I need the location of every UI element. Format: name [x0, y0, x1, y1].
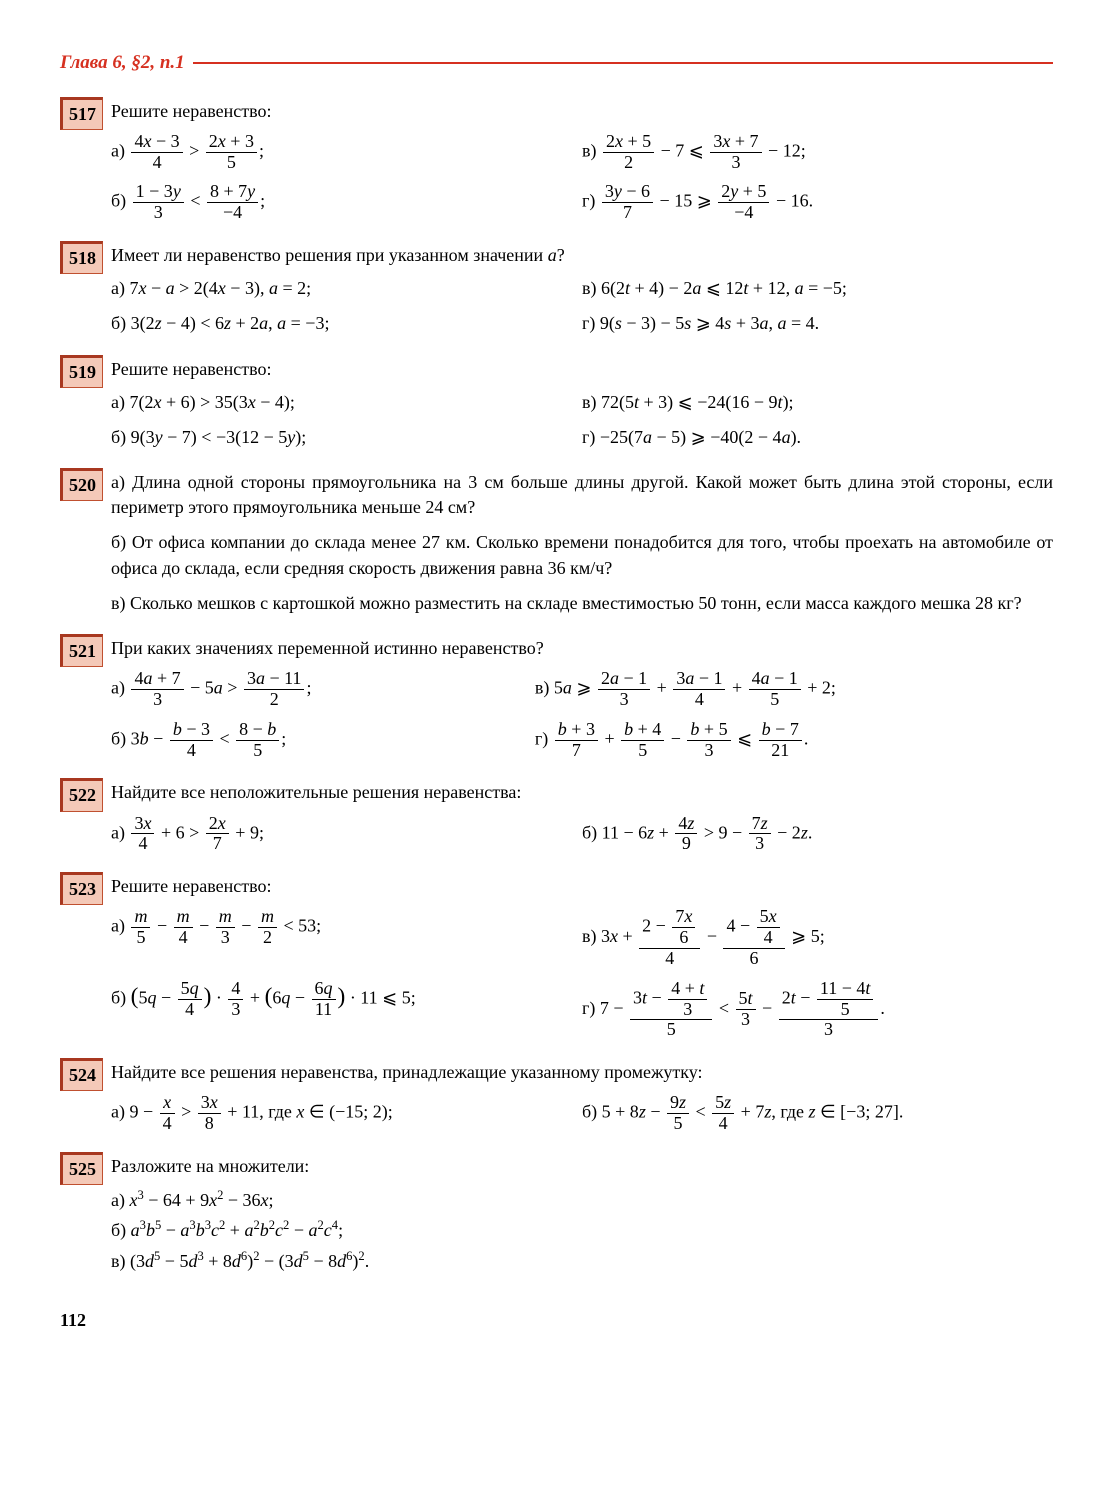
para-a: а) Длина одной стороны прямоугольника на…: [111, 470, 1053, 520]
item-g: г) −25(7a − 5) ⩾ −40(2 − 4a).: [582, 425, 1053, 450]
line-v: в) (3d5 − 5d3 + 8d6)2 − (3d5 − 8d6)2.: [111, 1248, 1053, 1274]
para-v: в) Сколько мешков с картошкой можно разм…: [111, 591, 1053, 616]
problem-number: 522: [60, 778, 103, 811]
line-b: б) a3b5 − a3b3c2 + a2b2c2 − a2c4;: [111, 1217, 1053, 1243]
item-b: б) 11 − 6z + 4z9 > 9 − 7z3 − 2z.: [582, 814, 1053, 855]
page-number: 112: [60, 1308, 1053, 1333]
item-b: б) (5q − 5q4) · 43 + (6q − 6q11) · 11 ⩽ …: [111, 979, 582, 1040]
item-a: а) 4x − 34 > 2x + 35;: [111, 132, 582, 173]
item-b: б) 1 − 3y3 < 8 + 7y−4;: [111, 182, 582, 223]
item-v: в) 6(2t + 4) − 2a ⩽ 12t + 12, a = −5;: [582, 276, 1053, 301]
problem-number: 518: [60, 241, 103, 274]
problem-number: 525: [60, 1152, 103, 1185]
problem-number: 519: [60, 355, 103, 388]
problem-520: 520 а) Длина одной стороны прямоугольник…: [60, 468, 1053, 626]
item-a: а) m5 − m4 − m3 − m2 < 53;: [111, 907, 582, 968]
item-g: г) 9(s − 3) − 5s ⩾ 4s + 3a, a = 4.: [582, 311, 1053, 336]
problem-prompt: Имеет ли неравенство решения при указанн…: [111, 243, 1053, 268]
problem-prompt: Решите неравенство:: [111, 357, 1053, 382]
item-a: а) 9 − x4 > 3x8 + 11, где x ∈ (−15; 2);: [111, 1093, 582, 1134]
item-v: в) 2x + 52 − 7 ⩽ 3x + 73 − 12;: [582, 132, 1053, 173]
item-a: а) 4a + 73 − 5a > 3a − 112;: [111, 669, 535, 710]
problem-522: 522 Найдите все неположительные решения …: [60, 778, 1053, 864]
problem-number: 521: [60, 634, 103, 667]
para-b: б) От офиса компании до склада менее 27 …: [111, 530, 1053, 580]
problem-prompt: Найдите все решения неравенства, принадл…: [111, 1060, 1053, 1085]
item-v: в) 5a ⩾ 2a − 13 + 3a − 14 + 4a − 15 + 2;: [535, 669, 1053, 710]
item-v: в) 3x + 2 − 7x64 − 4 − 5x46 ⩾ 5;: [582, 907, 1053, 968]
item-b: б) 5 + 8z − 9z5 < 5z4 + 7z, где z ∈ [−3;…: [582, 1093, 1053, 1134]
problem-prompt: Решите неравенство:: [111, 99, 1053, 124]
item-a: а) 7(2x + 6) > 35(3x − 4);: [111, 390, 582, 415]
problem-523: 523 Решите неравенство: а) m5 − m4 − m3 …: [60, 872, 1053, 1050]
problem-prompt: Найдите все неположительные решения нера…: [111, 780, 1053, 805]
problem-521: 521 При каких значениях переменной истин…: [60, 634, 1053, 770]
problem-number: 523: [60, 872, 103, 905]
item-a: а) 3x4 + 6 > 2x7 + 9;: [111, 814, 582, 855]
header-text: Глава 6, §2, п.1: [60, 50, 185, 77]
problem-number: 520: [60, 468, 103, 501]
item-b: б) 3b − b − 34 < 8 − b5;: [111, 720, 535, 761]
problem-number: 524: [60, 1058, 103, 1091]
problem-number: 517: [60, 97, 103, 130]
item-g: г) 7 − 3t − 4 + t35 < 5t3 − 2t − 11 − 4t…: [582, 979, 1053, 1040]
problem-prompt: При каких значениях переменной истинно н…: [111, 636, 1053, 661]
header-rule: [193, 62, 1053, 64]
problem-518: 518 Имеет ли неравенство решения при ука…: [60, 241, 1053, 347]
problem-prompt: Разложите на множители:: [111, 1154, 1053, 1179]
problem-524: 524 Найдите все решения неравенства, при…: [60, 1058, 1053, 1144]
item-v: в) 72(5t + 3) ⩽ −24(16 − 9t);: [582, 390, 1053, 415]
problem-prompt: Решите неравенство:: [111, 874, 1053, 899]
item-a: а) 7x − a > 2(4x − 3), a = 2;: [111, 276, 582, 301]
item-g: г) b + 37 + b + 45 − b + 53 ⩽ b − 721.: [535, 720, 1053, 761]
problem-525: 525 Разложите на множители: а) x3 − 64 +…: [60, 1152, 1053, 1278]
item-b: б) 9(3y − 7) < −3(12 − 5y);: [111, 425, 582, 450]
line-a: а) x3 − 64 + 9x2 − 36x;: [111, 1187, 1053, 1213]
chapter-header: Глава 6, §2, п.1: [60, 50, 1053, 77]
item-b: б) 3(2z − 4) < 6z + 2a, a = −3;: [111, 311, 582, 336]
problem-519: 519 Решите неравенство: а) 7(2x + 6) > 3…: [60, 355, 1053, 461]
item-g: г) 3y − 67 − 15 ⩾ 2y + 5−4 − 16.: [582, 182, 1053, 223]
problem-517: 517 Решите неравенство: а) 4x − 34 > 2x …: [60, 97, 1053, 233]
